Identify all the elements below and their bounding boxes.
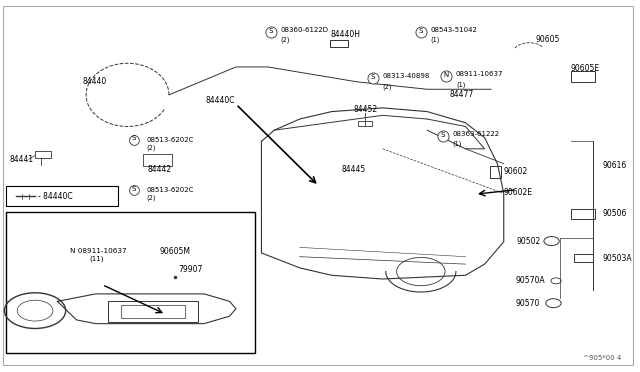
Text: (1): (1): [431, 36, 440, 43]
Text: 90605E: 90605E: [571, 64, 600, 73]
Text: 08513-6202C: 08513-6202C: [147, 187, 194, 193]
Text: 84452: 84452: [354, 105, 378, 114]
Text: 90506: 90506: [603, 209, 627, 218]
Text: ^905*00 4: ^905*00 4: [584, 355, 621, 361]
Text: 84440C: 84440C: [205, 96, 235, 105]
Bar: [6, 212, 255, 353]
Text: S: S: [371, 74, 375, 80]
Text: (1): (1): [456, 81, 465, 88]
Text: 08360-6122D: 08360-6122D: [280, 27, 328, 33]
Text: N: N: [444, 72, 449, 78]
Text: 90502: 90502: [516, 237, 541, 246]
Text: 90602: 90602: [504, 167, 528, 176]
Text: 84440H: 84440H: [331, 31, 361, 39]
Bar: [358, 121, 372, 126]
Text: (2): (2): [147, 144, 156, 151]
Text: (2): (2): [280, 36, 290, 43]
Text: S: S: [132, 135, 136, 141]
Text: S: S: [269, 28, 273, 33]
Text: 90570A: 90570A: [515, 276, 545, 285]
Text: - 84440C: - 84440C: [38, 192, 73, 201]
Text: N 08911-10637: N 08911-10637: [70, 248, 127, 254]
Text: (1): (1): [452, 141, 462, 147]
Text: (2): (2): [147, 195, 156, 201]
Text: S: S: [441, 132, 445, 138]
Text: 84442: 84442: [147, 165, 172, 174]
Bar: [108, 301, 198, 322]
Text: 84445: 84445: [341, 165, 365, 174]
Text: 90605: 90605: [536, 35, 560, 44]
Text: 90570: 90570: [515, 299, 540, 308]
Text: 84477: 84477: [449, 90, 474, 99]
Bar: [6, 186, 118, 206]
Text: 08513-6202C: 08513-6202C: [147, 137, 194, 142]
Bar: [330, 40, 348, 46]
Text: 79907: 79907: [179, 265, 203, 274]
Bar: [571, 71, 595, 82]
Text: 90503A: 90503A: [603, 254, 632, 263]
Bar: [121, 305, 185, 318]
Bar: [574, 254, 593, 262]
Text: 08363-61222: 08363-61222: [452, 131, 500, 137]
Bar: [490, 166, 501, 178]
Text: 84441: 84441: [10, 155, 34, 164]
Text: 90605M: 90605M: [159, 247, 191, 256]
Text: (2): (2): [383, 83, 392, 90]
Text: (11): (11): [89, 255, 104, 262]
Text: 08911-10637: 08911-10637: [456, 71, 504, 77]
Text: 90616: 90616: [603, 161, 627, 170]
Text: S: S: [132, 186, 136, 192]
Bar: [143, 154, 172, 166]
Text: 84440: 84440: [83, 77, 107, 86]
Bar: [35, 151, 51, 158]
Text: 08313-40898: 08313-40898: [383, 73, 430, 79]
Text: S: S: [419, 28, 423, 33]
Bar: [571, 209, 595, 219]
Text: 90602E: 90602E: [504, 188, 532, 197]
Text: 08543-51042: 08543-51042: [431, 27, 477, 33]
